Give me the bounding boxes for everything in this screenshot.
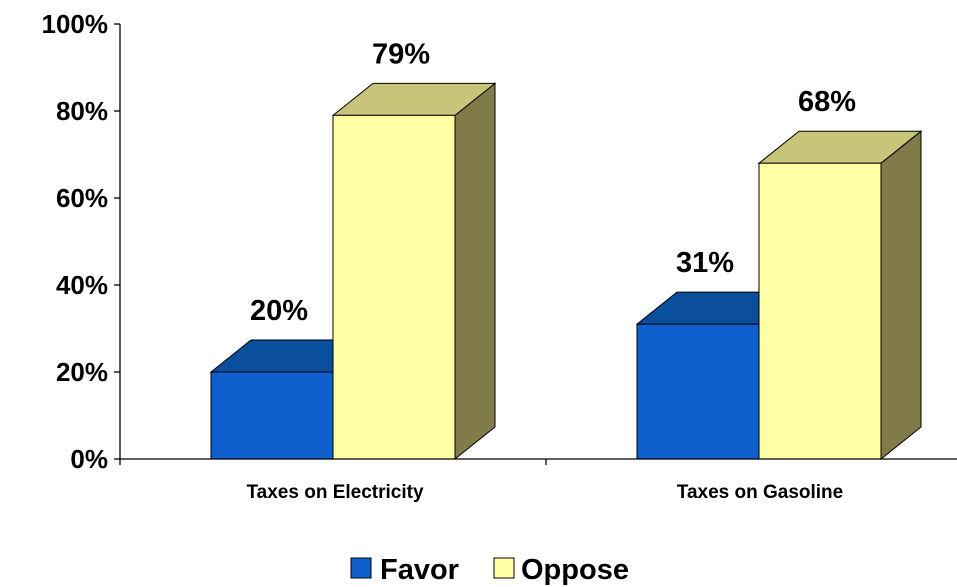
y-tick-label: 20% [56, 357, 108, 387]
bar-front-face [332, 114, 456, 460]
bar-front-face [758, 162, 882, 460]
y-tick-label: 0% [70, 444, 108, 474]
legend: Favor Oppose [350, 554, 629, 586]
y-tick-label: 80% [56, 96, 108, 126]
bar-front-face [636, 323, 760, 460]
legend-swatch [493, 557, 515, 579]
legend-item-oppose: Oppose [493, 554, 629, 586]
data-label-oppose-2: 68% [798, 86, 856, 118]
legend-label: Oppose [521, 554, 629, 586]
legend-item-favor: Favor [350, 554, 459, 586]
y-tick-label: 100% [42, 9, 109, 39]
y-tick-label: 60% [56, 183, 108, 213]
data-label-favor-1: 20% [250, 295, 308, 327]
bar-oppose-1 [331, 82, 497, 461]
data-label-favor-2: 31% [676, 247, 734, 279]
data-labels: 20% 79% 31% 68% [250, 38, 856, 327]
bar-front-face [210, 371, 334, 460]
x-category-label: Taxes on Electricity [246, 482, 423, 503]
bar-oppose-2 [757, 130, 923, 461]
legend-swatch [350, 557, 372, 579]
x-axis: Taxes on Electricity Taxes on Gasoline [119, 458, 957, 503]
x-category-label: Taxes on Gasoline [677, 482, 843, 503]
data-label-oppose-1: 79% [372, 38, 430, 70]
legend-label: Favor [380, 554, 459, 586]
y-tick-label: 40% [56, 270, 108, 300]
bars [209, 82, 923, 461]
bar-side-face [880, 130, 922, 461]
y-axis: 0% 20% 40% 60% 80% 100% [42, 9, 121, 474]
bar-side-face [454, 82, 496, 461]
